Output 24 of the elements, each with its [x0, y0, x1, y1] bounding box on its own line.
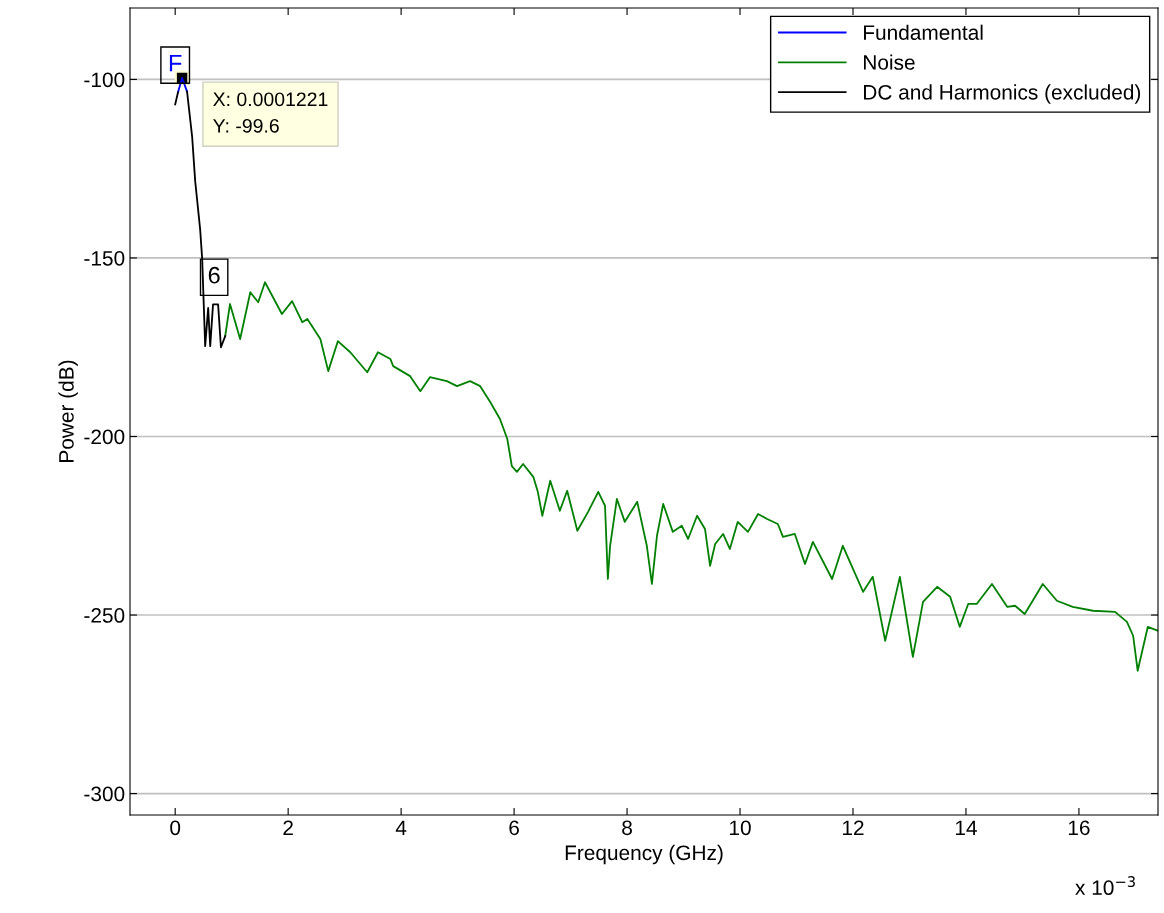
x-tick-label: 12 — [842, 820, 864, 835]
x-tick-label: 0 — [170, 820, 181, 836]
y-tick-label: -300 — [84, 786, 125, 802]
annotation: X: 0.0001221 Y: -99.6 — [213, 92, 328, 133]
y-axis-title: Power (dB) — [58, 360, 78, 462]
x-tick-label: 14 — [955, 820, 977, 835]
legend-label: DC and Harmonics (excluded) — [864, 84, 1141, 104]
x-tick-label: 16 — [1068, 820, 1090, 836]
x-tick-label: 4 — [395, 820, 407, 835]
x-tick-label: 2 — [283, 820, 293, 835]
y-tick-label: -200 — [84, 429, 125, 445]
x-tick-label: 8 — [622, 820, 632, 836]
x-tick-label: 10 — [730, 820, 751, 836]
text: x 10$^{−3}$ — [1075, 876, 1135, 896]
x-tick-label: 6 — [509, 820, 519, 836]
annotation: 6 — [208, 266, 220, 284]
y-tick-label: -100 — [84, 72, 125, 88]
y-tick-label: -250 — [84, 608, 125, 623]
line-series — [224, 281, 1158, 672]
y-tick-label: -150 — [84, 250, 125, 266]
legend-label: Fundamental — [864, 24, 983, 40]
annotation: F — [169, 54, 182, 72]
legend-label: Noise — [864, 54, 915, 70]
x-axis-title: Frequency (GHz) — [565, 844, 723, 865]
